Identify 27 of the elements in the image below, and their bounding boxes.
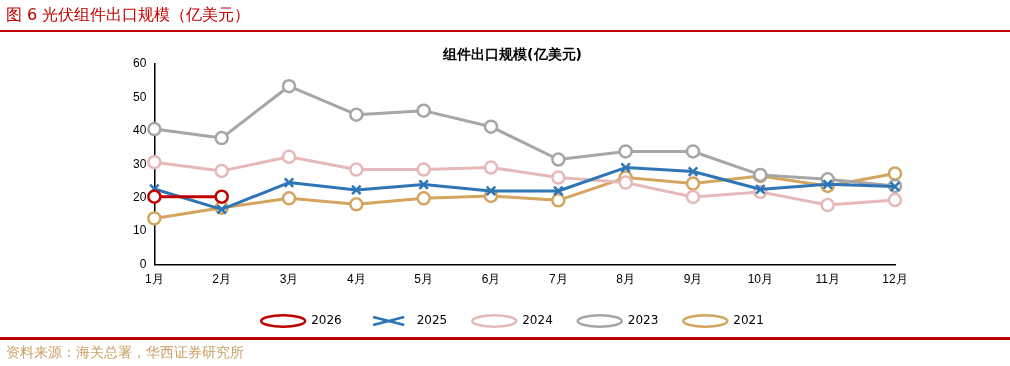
y-tick-label: 30 bbox=[132, 156, 147, 171]
y-tick-label: 50 bbox=[132, 89, 147, 104]
x-tick-label: 5月 bbox=[414, 272, 434, 287]
legend-label: 2025 bbox=[416, 313, 448, 328]
y-tick-label: 0 bbox=[139, 256, 147, 271]
text: 资料来源：海关总署，华西证券研究所 bbox=[0, 337, 1010, 366]
x-tick-label: 10月 bbox=[747, 272, 774, 287]
legend-label: 2023 bbox=[627, 313, 659, 328]
x-tick-label: 8月 bbox=[616, 272, 636, 287]
x-tick-label: 3月 bbox=[279, 272, 299, 287]
legend-label: 2021 bbox=[733, 313, 764, 328]
y-tick-label: 10 bbox=[132, 223, 147, 238]
x-tick-label: 6月 bbox=[481, 272, 501, 287]
y-tick-label: 60 bbox=[132, 56, 147, 71]
y-tick-label: 20 bbox=[132, 189, 147, 204]
chart-subtitle: 组件出口规模(亿美元) bbox=[442, 46, 582, 63]
chart-title: 图 6 光伏组件出口规模（亿美元） bbox=[0, 0, 1010, 32]
legend-label: 2026 bbox=[311, 313, 342, 328]
y-tick-label: 40 bbox=[132, 123, 147, 138]
x-tick-label: 7月 bbox=[549, 272, 568, 287]
x-tick-label: 1月 bbox=[145, 272, 164, 287]
x-tick-label: 9月 bbox=[683, 272, 703, 287]
x-tick-label: 2月 bbox=[212, 272, 232, 287]
x-tick-label: 12月 bbox=[882, 272, 908, 287]
legend-label: 2024 bbox=[522, 313, 553, 328]
x-tick-label: 11月 bbox=[815, 272, 840, 287]
x-tick-label: 4月 bbox=[347, 272, 366, 287]
